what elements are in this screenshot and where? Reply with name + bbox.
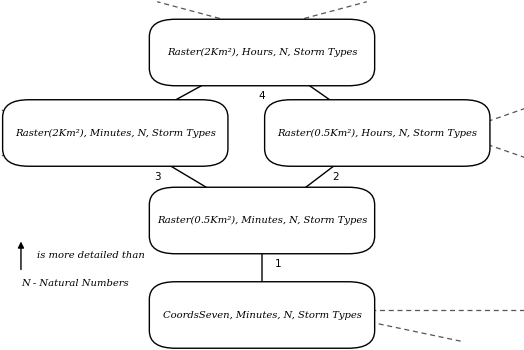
- FancyBboxPatch shape: [149, 282, 375, 348]
- Text: is more detailed than: is more detailed than: [37, 251, 145, 260]
- Text: Raster(2Km²), Minutes, N, Storm Types: Raster(2Km²), Minutes, N, Storm Types: [15, 128, 216, 138]
- Text: Raster(0.5Km²), Minutes, N, Storm Types: Raster(0.5Km²), Minutes, N, Storm Types: [157, 216, 367, 225]
- Text: 4: 4: [259, 91, 265, 101]
- Text: 2: 2: [332, 172, 339, 182]
- Text: 3: 3: [154, 172, 160, 182]
- Text: Raster(0.5Km²), Hours, N, Storm Types: Raster(0.5Km²), Hours, N, Storm Types: [277, 128, 477, 138]
- Text: CoordsSeven, Minutes, N, Storm Types: CoordsSeven, Minutes, N, Storm Types: [162, 310, 362, 320]
- Text: Raster(2Km²), Hours, N, Storm Types: Raster(2Km²), Hours, N, Storm Types: [167, 48, 357, 57]
- Text: 1: 1: [275, 259, 281, 269]
- FancyBboxPatch shape: [149, 187, 375, 254]
- FancyBboxPatch shape: [149, 19, 375, 86]
- FancyBboxPatch shape: [3, 100, 228, 166]
- Text: N - Natural Numbers: N - Natural Numbers: [21, 279, 128, 288]
- FancyBboxPatch shape: [265, 100, 490, 166]
